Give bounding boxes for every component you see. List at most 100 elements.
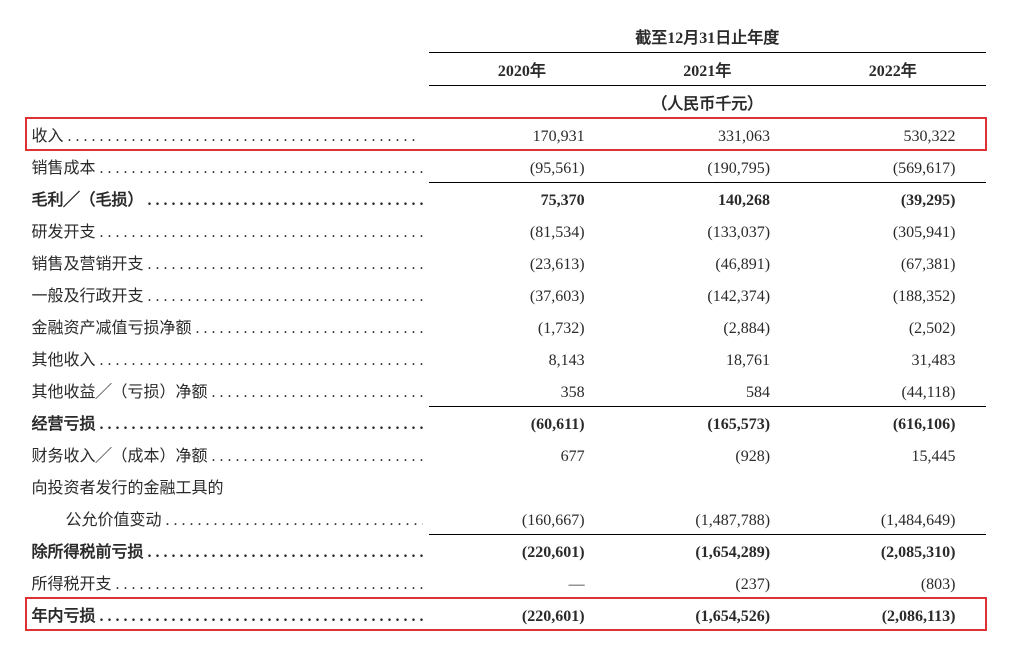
cell-value: (569,617) bbox=[800, 150, 985, 182]
cell-value: (616,106) bbox=[800, 406, 985, 438]
table-row: 除所得税前亏损(220,601)(1,654,289)(2,085,310) bbox=[26, 534, 986, 566]
table-row: 财务收入╱（成本）净额677(928)15,445 bbox=[26, 438, 986, 470]
row-label-text: 研发开支 bbox=[32, 218, 424, 242]
row-label-text: 销售成本 bbox=[32, 154, 424, 178]
table-row: 一般及行政开支(37,603)(142,374)(188,352) bbox=[26, 278, 986, 310]
col-year-2020: 2020年 bbox=[429, 53, 614, 86]
cell-value: 530,322 bbox=[800, 118, 985, 150]
cell-value: 8,143 bbox=[429, 342, 614, 374]
row-label-text: 所得税开支 bbox=[32, 570, 424, 594]
cell-value: (67,381) bbox=[800, 246, 985, 278]
row-label-text: 一般及行政开支 bbox=[32, 282, 424, 306]
cell-value: (165,573) bbox=[615, 406, 800, 438]
cell-value: (1,732) bbox=[429, 310, 614, 342]
table-row: 金融资产减值亏损净额(1,732)(2,884)(2,502) bbox=[26, 310, 986, 342]
row-label-text: 其他收入 bbox=[32, 346, 424, 370]
cell-value: (44,118) bbox=[800, 374, 985, 406]
cell-value: (803) bbox=[800, 566, 985, 598]
cell-value: 358 bbox=[429, 374, 614, 406]
cell-value: 31,483 bbox=[800, 342, 985, 374]
cell-value bbox=[615, 470, 800, 502]
col-year-2022: 2022年 bbox=[800, 53, 985, 86]
table-row: 向投资者发行的金融工具的 bbox=[26, 470, 986, 502]
header-super-title: 截至12月31日止年度 bbox=[429, 20, 985, 53]
row-label: 公允价值变动 bbox=[26, 502, 430, 534]
row-label: 销售成本 bbox=[26, 150, 430, 182]
financial-table: 截至12月31日止年度 2020年 2021年 2022年 （人民币千元） 收入… bbox=[26, 20, 986, 631]
row-label-text: 财务收入╱（成本）净额 bbox=[32, 442, 424, 466]
row-label-text: 金融资产减值亏损净额 bbox=[32, 314, 424, 338]
table-row: 年内亏损(220,601)(1,654,526)(2,086,113) bbox=[26, 598, 986, 630]
table-row: 销售成本(95,561)(190,795)(569,617) bbox=[26, 150, 986, 182]
row-label-text: 收入 bbox=[32, 122, 424, 146]
cell-value: (188,352) bbox=[800, 278, 985, 310]
cell-value: (142,374) bbox=[615, 278, 800, 310]
row-label: 除所得税前亏损 bbox=[26, 534, 430, 566]
cell-value: 331,063 bbox=[615, 118, 800, 150]
row-label: 年内亏损 bbox=[26, 598, 430, 630]
row-label-text: 除所得税前亏损 bbox=[32, 538, 424, 562]
row-label: 毛利╱（毛损） bbox=[26, 182, 430, 214]
cell-value: (190,795) bbox=[615, 150, 800, 182]
cell-value: 170,931 bbox=[429, 118, 614, 150]
cell-value: (2,085,310) bbox=[800, 534, 985, 566]
row-label-text: 其他收益╱（亏损）净额 bbox=[32, 378, 424, 402]
header-years-row: 2020年 2021年 2022年 bbox=[26, 53, 986, 86]
cell-value: (133,037) bbox=[615, 214, 800, 246]
row-label: 其他收益╱（亏损）净额 bbox=[26, 374, 430, 406]
unit-label: （人民币千元） bbox=[429, 86, 985, 119]
cell-value: (160,667) bbox=[429, 502, 614, 534]
cell-value: 677 bbox=[429, 438, 614, 470]
col-year-2021: 2021年 bbox=[615, 53, 800, 86]
cell-value: (1,654,526) bbox=[615, 598, 800, 630]
cell-value: 584 bbox=[615, 374, 800, 406]
cell-value: (46,891) bbox=[615, 246, 800, 278]
header-super-row: 截至12月31日止年度 bbox=[26, 20, 986, 53]
table-row: 经营亏损(60,611)(165,573)(616,106) bbox=[26, 406, 986, 438]
cell-value: (23,613) bbox=[429, 246, 614, 278]
cell-value: 15,445 bbox=[800, 438, 985, 470]
row-label: 经营亏损 bbox=[26, 406, 430, 438]
cell-value: (95,561) bbox=[429, 150, 614, 182]
table-row: 毛利╱（毛损）75,370140,268(39,295) bbox=[26, 182, 986, 214]
cell-value: 18,761 bbox=[615, 342, 800, 374]
cell-value: (60,611) bbox=[429, 406, 614, 438]
cell-value: — bbox=[429, 566, 614, 598]
row-label: 财务收入╱（成本）净额 bbox=[26, 438, 430, 470]
row-label: 所得税开支 bbox=[26, 566, 430, 598]
row-label: 研发开支 bbox=[26, 214, 430, 246]
cell-value: (39,295) bbox=[800, 182, 985, 214]
cell-value: (1,654,289) bbox=[615, 534, 800, 566]
row-label-text: 销售及营销开支 bbox=[32, 250, 424, 274]
table-row: 其他收入8,14318,76131,483 bbox=[26, 342, 986, 374]
row-label: 其他收入 bbox=[26, 342, 430, 374]
cell-value: (237) bbox=[615, 566, 800, 598]
cell-value: 75,370 bbox=[429, 182, 614, 214]
cell-value: (220,601) bbox=[429, 598, 614, 630]
row-label: 收入 bbox=[26, 118, 430, 150]
row-label-text: 年内亏损 bbox=[32, 602, 424, 626]
table-row: 收入170,931331,063530,322 bbox=[26, 118, 986, 150]
cell-value: (305,941) bbox=[800, 214, 985, 246]
row-label-text: 向投资者发行的金融工具的 bbox=[32, 480, 224, 497]
row-label: 金融资产减值亏损净额 bbox=[26, 310, 430, 342]
table-row: 公允价值变动(160,667)(1,487,788)(1,484,649) bbox=[26, 502, 986, 534]
row-label-text: 公允价值变动 bbox=[66, 506, 424, 530]
cell-value: (2,086,113) bbox=[800, 598, 985, 630]
cell-value bbox=[429, 470, 614, 502]
financial-table-container: 截至12月31日止年度 2020年 2021年 2022年 （人民币千元） 收入… bbox=[26, 20, 986, 631]
row-label-text: 毛利╱（毛损） bbox=[32, 186, 424, 210]
table-row: 所得税开支—(237)(803) bbox=[26, 566, 986, 598]
cell-value: (2,884) bbox=[615, 310, 800, 342]
row-label: 向投资者发行的金融工具的 bbox=[26, 470, 430, 502]
table-row: 研发开支(81,534)(133,037)(305,941) bbox=[26, 214, 986, 246]
cell-value: (220,601) bbox=[429, 534, 614, 566]
cell-value: (928) bbox=[615, 438, 800, 470]
cell-value bbox=[800, 470, 985, 502]
cell-value: (2,502) bbox=[800, 310, 985, 342]
cell-value: (1,484,649) bbox=[800, 502, 985, 534]
table-row: 销售及营销开支(23,613)(46,891)(67,381) bbox=[26, 246, 986, 278]
row-label-text: 经营亏损 bbox=[32, 410, 424, 434]
cell-value: (81,534) bbox=[429, 214, 614, 246]
row-label: 一般及行政开支 bbox=[26, 278, 430, 310]
